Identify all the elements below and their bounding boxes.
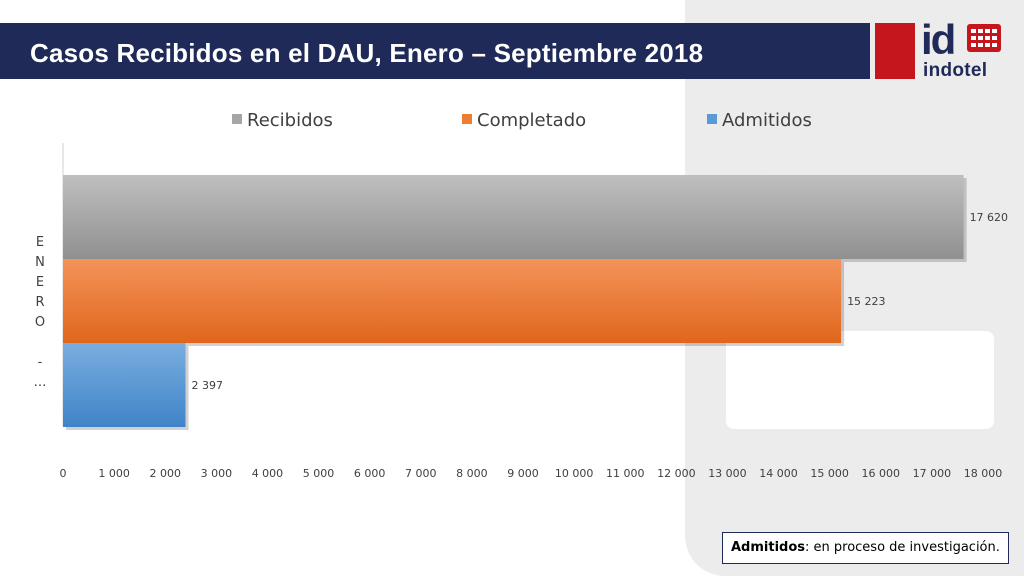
data-label-recibidos: 17 620 <box>970 211 1009 224</box>
note-text: : en proceso de investigación. <box>805 540 1000 555</box>
x-tick-label: 10 000 <box>555 467 594 480</box>
x-tick-label: 12 000 <box>657 467 696 480</box>
logo-wordmark: indotel <box>923 60 988 81</box>
category-label-char: E <box>36 275 44 290</box>
category-label-char: O <box>35 315 45 330</box>
category-label-char: R <box>35 295 44 310</box>
x-tick-label: 5 000 <box>303 467 335 480</box>
legend-swatch-completado <box>462 114 472 124</box>
logo-red-block <box>875 23 915 79</box>
note-term: Admitidos <box>731 540 806 555</box>
data-label-completado: 15 223 <box>847 295 886 308</box>
x-tick-label: 3 000 <box>201 467 233 480</box>
x-tick-label: 14 000 <box>759 467 798 480</box>
slide-title: Casos Recibidos en el DAU, Enero – Septi… <box>30 38 704 68</box>
x-tick-label: 0 <box>60 467 67 480</box>
x-tick-label: 11 000 <box>606 467 645 480</box>
logo-mark: id <box>921 16 956 63</box>
bar-completado <box>63 259 842 343</box>
category-label-char: … <box>34 375 47 390</box>
x-tick-label: 2 000 <box>149 467 181 480</box>
x-tick-label: 4 000 <box>252 467 284 480</box>
x-tick-label: 7 000 <box>405 467 437 480</box>
x-tick-label: 15 000 <box>810 467 849 480</box>
legend-label-recibidos: Recibidos <box>247 110 333 131</box>
category-label-char: E <box>36 235 44 250</box>
bar-recibidos <box>63 175 964 259</box>
legend-label-admitidos: Admitidos <box>722 110 812 131</box>
legend-swatch-recibidos <box>232 114 242 124</box>
x-tick-label: 13 000 <box>708 467 747 480</box>
bar-admitidos <box>63 343 186 427</box>
x-tick-label: 6 000 <box>354 467 386 480</box>
legend-label-completado: Completado <box>477 110 586 131</box>
x-tick-label: 17 000 <box>913 467 952 480</box>
x-tick-label: 8 000 <box>456 467 488 480</box>
title-bar <box>0 23 870 79</box>
x-tick-label: 9 000 <box>507 467 539 480</box>
legend-swatch-admitidos <box>707 114 717 124</box>
x-tick-label: 18 000 <box>964 467 1003 480</box>
x-tick-label: 1 000 <box>98 467 130 480</box>
x-tick-label: 16 000 <box>862 467 901 480</box>
data-label-admitidos: 2 397 <box>192 379 224 392</box>
logo-dots-icon <box>967 24 1001 52</box>
note-box: Admitidos: en proceso de investigación. <box>722 532 1009 564</box>
category-label-char: N <box>35 255 45 270</box>
background-card <box>726 331 994 429</box>
category-label-char: - <box>38 355 43 370</box>
